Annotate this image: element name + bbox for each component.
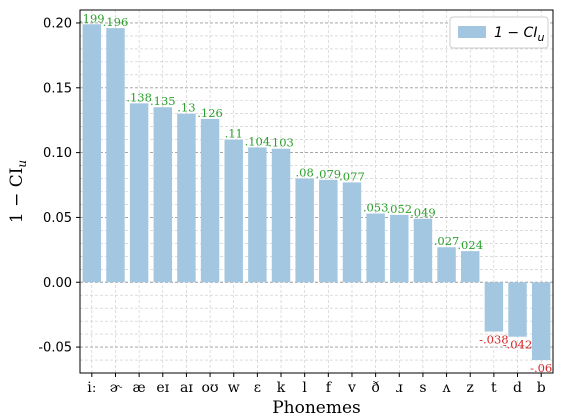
y-tick-label: -0.05 <box>38 341 72 356</box>
bar <box>106 28 125 283</box>
bar <box>413 218 433 283</box>
y-axis-title-main: 1 − CI <box>7 168 27 224</box>
y-tick-label: 0.15 <box>43 81 72 96</box>
legend-box <box>449 16 549 49</box>
data-label: .052 <box>386 202 412 216</box>
data-label: .027 <box>434 234 460 248</box>
x-tick-label: ʌ <box>442 380 451 396</box>
bar <box>319 179 338 283</box>
bar <box>224 139 243 283</box>
x-axis-ticks: iː ɚ æ eɪ aɪ oʊ w ɛ k l f v ð ɹ s ʌ z t d b <box>87 373 546 396</box>
data-label: -.06 <box>530 361 552 375</box>
x-tick-label: ð <box>371 380 379 396</box>
bar <box>508 282 527 337</box>
data-label: .053 <box>363 201 389 215</box>
data-label: .13 <box>177 101 195 115</box>
data-label: .079 <box>316 167 342 181</box>
x-tick-label: aɪ <box>180 380 193 396</box>
data-labels: .199.196.138.135.13.126.11.104.103.08.07… <box>79 11 552 375</box>
bar <box>177 113 196 283</box>
bars <box>82 24 551 361</box>
bar <box>342 182 362 283</box>
data-label: .08 <box>296 166 314 180</box>
bar <box>437 247 456 283</box>
bar <box>484 282 504 332</box>
bar <box>248 147 267 283</box>
legend-label-subscript: u <box>537 31 544 44</box>
legend-label-main: 1 − CI <box>494 25 537 41</box>
data-label: .126 <box>197 106 223 120</box>
bar <box>295 178 314 283</box>
y-axis-ticks: -0.05 0.00 0.05 0.10 0.15 0.20 <box>38 16 80 356</box>
x-tick-label: oʊ <box>202 380 219 396</box>
x-tick-label: ɛ <box>254 380 261 396</box>
data-label: .135 <box>150 94 176 108</box>
data-label: .196 <box>103 15 129 29</box>
bar <box>531 282 551 361</box>
bar <box>390 214 409 283</box>
y-axis-title-subscript: u <box>15 160 29 168</box>
x-tick-label: s <box>419 380 426 396</box>
x-tick-label: b <box>537 380 546 396</box>
x-tick-label: ɹ <box>396 380 403 396</box>
data-label: .024 <box>457 238 483 252</box>
x-tick-label: v <box>347 380 356 396</box>
x-tick-label: l <box>302 380 307 396</box>
y-axis-title: 1 − CIu <box>7 160 29 223</box>
bar <box>200 118 220 283</box>
y-tick-label: 0.05 <box>43 211 72 226</box>
x-tick-label: t <box>491 380 497 396</box>
y-tick-label: 0.10 <box>43 146 72 161</box>
x-tick-label: w <box>228 380 240 396</box>
bar <box>153 107 172 283</box>
data-label: -.042 <box>503 338 533 352</box>
x-tick-label: ɚ <box>110 380 123 396</box>
bar <box>82 24 102 283</box>
data-label: .11 <box>225 127 243 141</box>
legend: 1 − CIu <box>449 16 549 49</box>
data-label: .199 <box>79 11 105 25</box>
x-tick-label: æ <box>133 380 146 396</box>
y-tick-label: 0.20 <box>43 16 72 31</box>
x-tick-label: iː <box>87 380 96 396</box>
x-tick-label: d <box>513 380 522 396</box>
x-tick-label: f <box>326 380 333 396</box>
data-label: .049 <box>410 206 436 220</box>
bar <box>271 148 291 283</box>
legend-swatch <box>458 26 486 38</box>
x-tick-label: z <box>467 380 474 396</box>
x-axis-title: Phonemes <box>272 398 361 418</box>
bar <box>461 251 480 283</box>
data-label: -.038 <box>479 333 509 347</box>
x-tick-label: k <box>277 380 286 396</box>
x-tick-label: eɪ <box>156 380 169 396</box>
legend-label: 1 − CIu <box>494 25 544 44</box>
y-tick-label: 0.00 <box>43 276 72 291</box>
data-label: .138 <box>126 90 152 104</box>
plot-frame <box>79 9 554 374</box>
bar <box>366 213 385 283</box>
bar <box>129 103 149 283</box>
data-label: .103 <box>268 136 294 150</box>
data-label: .077 <box>339 169 365 183</box>
data-label: .104 <box>245 134 271 148</box>
